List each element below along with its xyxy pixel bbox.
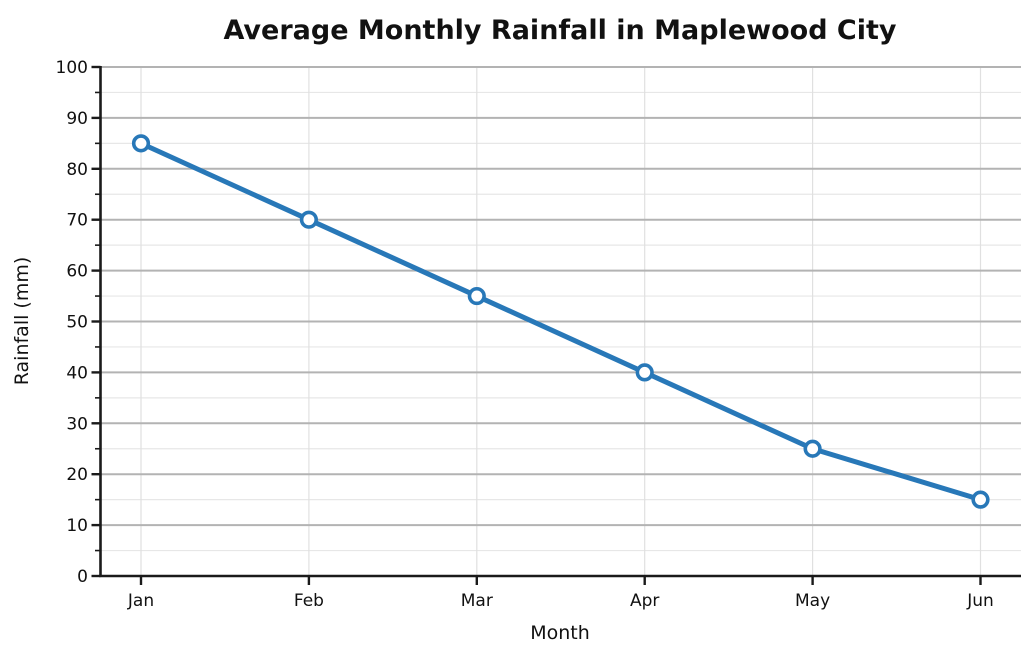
y-tick-label: 50 (66, 313, 88, 333)
data-point (467, 286, 486, 306)
x-tick-label: May (795, 591, 830, 611)
y-tick-label: 30 (66, 414, 88, 434)
axis-ticks (91, 65, 982, 585)
x-tick-label: Mar (461, 591, 493, 611)
data-point-markers (131, 134, 990, 509)
data-point (803, 439, 822, 458)
y-tick-label: 70 (66, 211, 88, 231)
x-tick-labels: Jan Feb Mar Apr May Jun (127, 591, 994, 611)
y-tick-label: 40 (66, 363, 88, 383)
chart-title: Average Monthly Rainfall in Maplewood Ci… (223, 15, 896, 46)
y-tick-label: 20 (66, 465, 88, 485)
data-point (635, 363, 654, 382)
x-axis-label: Month (530, 622, 590, 644)
data-point (971, 490, 990, 509)
y-tick-label: 0 (77, 567, 88, 587)
rainfall-line (138, 140, 983, 503)
x-tick-label: Jun (966, 591, 994, 611)
y-tick-label: 10 (66, 516, 88, 536)
y-tick-label: 100 (56, 58, 88, 78)
x-tick-label: Apr (630, 591, 659, 611)
x-tick-label: Feb (294, 591, 324, 611)
minor-gridlines (100, 91, 1021, 552)
y-tick-label: 90 (66, 109, 88, 129)
data-point (299, 210, 319, 229)
y-tick-labels: 0 10 20 30 40 50 60 70 80 90 100 (56, 58, 88, 587)
y-tick-label: 60 (66, 262, 88, 282)
data-point (131, 134, 151, 153)
x-tick-label: Jan (127, 591, 154, 611)
major-gridlines (100, 66, 1021, 527)
y-axis-label: Rainfall (mm) (11, 257, 33, 386)
y-tick-label: 80 (66, 160, 88, 180)
